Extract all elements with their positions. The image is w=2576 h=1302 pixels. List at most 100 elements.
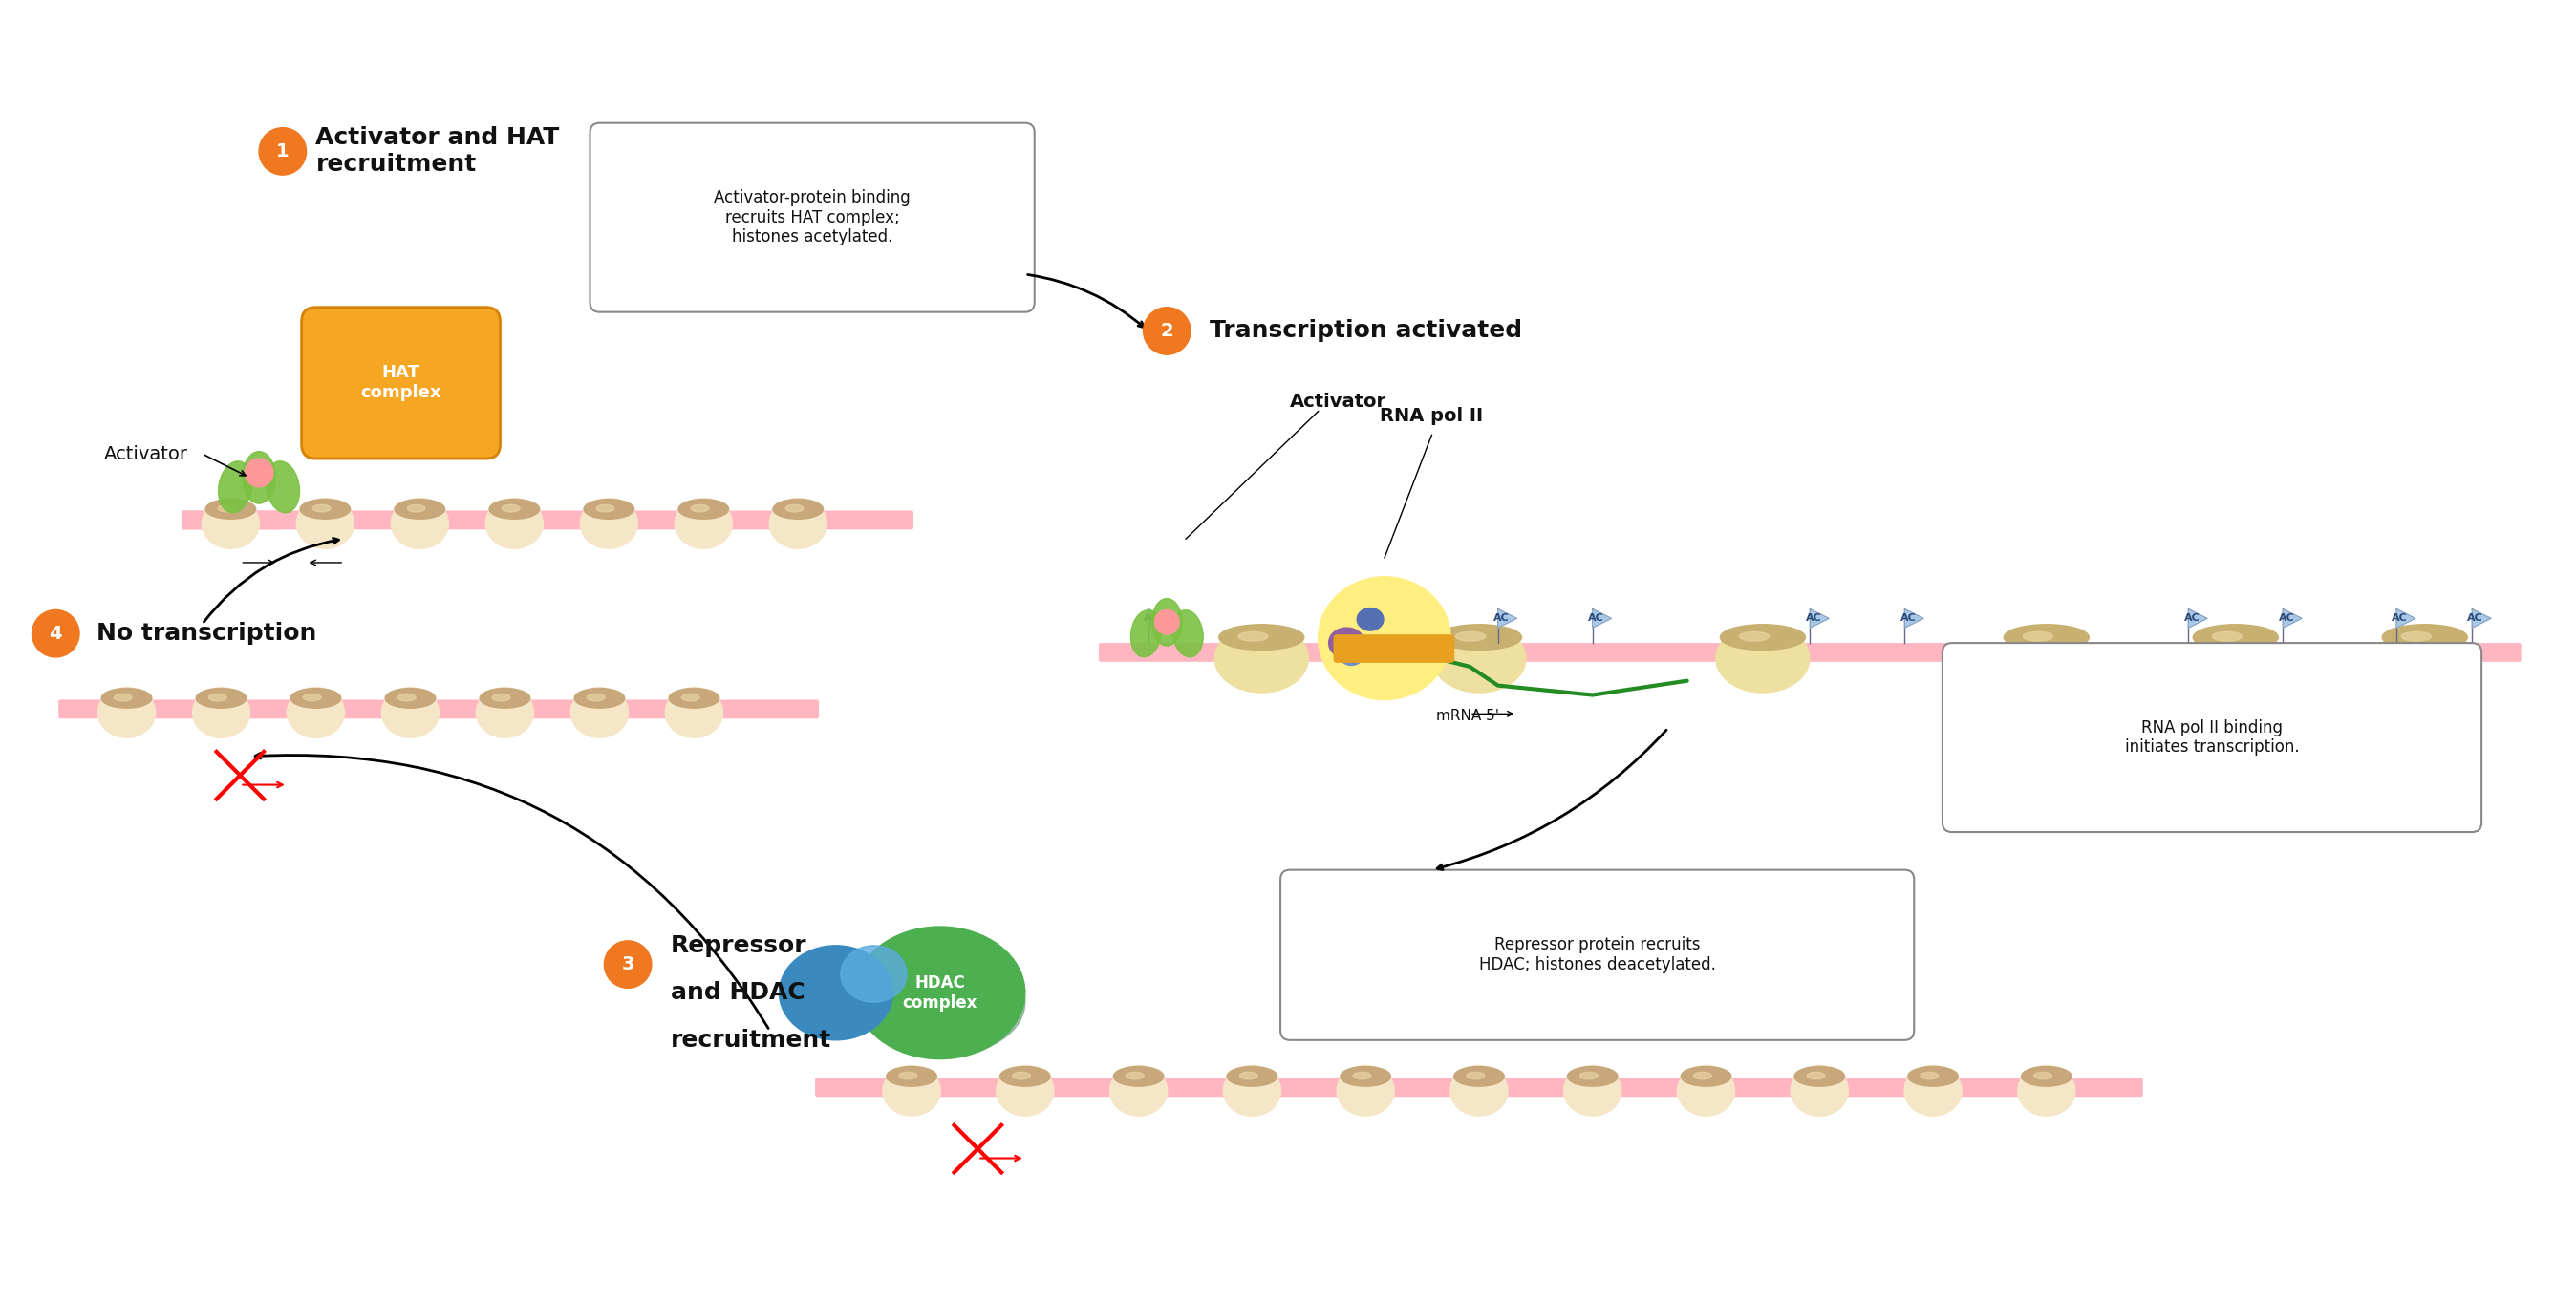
Circle shape (260, 128, 307, 174)
Ellipse shape (1904, 1065, 1963, 1116)
Circle shape (1154, 609, 1180, 634)
Ellipse shape (1012, 1072, 1030, 1079)
FancyBboxPatch shape (1334, 634, 1455, 663)
Ellipse shape (312, 505, 330, 512)
Ellipse shape (2022, 1066, 2071, 1086)
FancyBboxPatch shape (1100, 643, 2522, 661)
Ellipse shape (1739, 631, 1770, 641)
Ellipse shape (884, 1065, 940, 1116)
Ellipse shape (2192, 625, 2277, 650)
Text: AC: AC (1324, 613, 1340, 624)
Ellipse shape (1319, 577, 1450, 699)
Ellipse shape (873, 950, 1025, 1055)
Ellipse shape (574, 689, 623, 708)
FancyBboxPatch shape (1280, 870, 1914, 1040)
Ellipse shape (1113, 1066, 1164, 1086)
Text: AC: AC (2277, 613, 2295, 624)
Ellipse shape (2378, 625, 2470, 693)
Text: Activator: Activator (1291, 393, 1386, 411)
Text: Activator-protein binding
recruits HAT complex;
histones acetylated.: Activator-protein binding recruits HAT c… (714, 189, 909, 246)
Ellipse shape (2004, 625, 2089, 650)
Ellipse shape (899, 1072, 917, 1079)
Ellipse shape (201, 499, 260, 548)
Ellipse shape (304, 694, 322, 700)
Ellipse shape (489, 499, 538, 519)
Circle shape (605, 941, 652, 988)
Polygon shape (2396, 609, 2416, 628)
Ellipse shape (193, 687, 250, 738)
Ellipse shape (1110, 1065, 1167, 1116)
Ellipse shape (677, 499, 729, 519)
Ellipse shape (1216, 625, 1309, 693)
Polygon shape (1904, 609, 1924, 628)
FancyBboxPatch shape (180, 510, 281, 530)
Ellipse shape (1682, 1066, 1731, 1086)
Ellipse shape (580, 499, 639, 548)
Ellipse shape (113, 694, 131, 700)
Text: No transcription: No transcription (95, 622, 317, 644)
Ellipse shape (1455, 631, 1486, 641)
Ellipse shape (1151, 599, 1182, 646)
Ellipse shape (479, 689, 531, 708)
Ellipse shape (206, 499, 255, 519)
Ellipse shape (265, 461, 299, 513)
Ellipse shape (394, 499, 446, 519)
Text: AC: AC (1901, 613, 1917, 624)
Ellipse shape (286, 687, 345, 738)
Ellipse shape (1131, 611, 1162, 658)
Ellipse shape (299, 499, 350, 519)
Text: Activator and HAT
recruitment: Activator and HAT recruitment (317, 126, 559, 176)
Ellipse shape (683, 694, 701, 700)
Text: AC: AC (1806, 613, 1821, 624)
Polygon shape (1149, 609, 1167, 628)
Ellipse shape (219, 505, 237, 512)
Ellipse shape (997, 1065, 1054, 1116)
Text: HDAC
complex: HDAC complex (902, 974, 976, 1012)
Ellipse shape (773, 499, 824, 519)
Text: AC: AC (2184, 613, 2200, 624)
Ellipse shape (502, 505, 520, 512)
Ellipse shape (1224, 1065, 1280, 1116)
Ellipse shape (1922, 1072, 1937, 1079)
FancyBboxPatch shape (180, 510, 914, 530)
Ellipse shape (1337, 1065, 1394, 1116)
Ellipse shape (98, 687, 155, 738)
Ellipse shape (1795, 1066, 1844, 1086)
Ellipse shape (2401, 631, 2432, 641)
Polygon shape (1592, 609, 1613, 628)
Ellipse shape (1450, 1065, 1507, 1116)
Ellipse shape (1566, 1066, 1618, 1086)
Text: 4: 4 (49, 625, 62, 643)
Ellipse shape (2035, 1072, 2053, 1079)
Ellipse shape (242, 452, 276, 504)
Ellipse shape (1218, 625, 1303, 650)
Ellipse shape (1352, 1072, 1370, 1079)
Circle shape (245, 458, 273, 487)
Ellipse shape (886, 1066, 938, 1086)
Text: RNA pol II binding
initiates transcription.: RNA pol II binding initiates transcripti… (2125, 719, 2300, 756)
Ellipse shape (1790, 1065, 1847, 1116)
Ellipse shape (392, 499, 448, 548)
Ellipse shape (1226, 1066, 1278, 1086)
Ellipse shape (209, 694, 227, 700)
Ellipse shape (1239, 1072, 1257, 1079)
Ellipse shape (786, 505, 804, 512)
Text: AC: AC (2393, 613, 2409, 624)
Ellipse shape (587, 694, 605, 700)
Text: 3: 3 (621, 956, 634, 974)
Ellipse shape (2022, 631, 2053, 641)
FancyBboxPatch shape (590, 122, 1036, 312)
Ellipse shape (2383, 625, 2468, 650)
Text: recruitment: recruitment (670, 1029, 832, 1052)
Text: Repressor protein recruits
HDAC; histones deacetylated.: Repressor protein recruits HDAC; histone… (1479, 936, 1716, 974)
Text: HAT
complex: HAT complex (361, 365, 440, 401)
Text: and HDAC: and HDAC (670, 982, 804, 1004)
Ellipse shape (770, 499, 827, 548)
Ellipse shape (1579, 1072, 1597, 1079)
FancyBboxPatch shape (301, 307, 500, 458)
Ellipse shape (665, 687, 724, 738)
Ellipse shape (296, 499, 353, 548)
Ellipse shape (1126, 1072, 1144, 1079)
Ellipse shape (196, 689, 247, 708)
Text: RNA pol II: RNA pol II (1381, 408, 1484, 426)
